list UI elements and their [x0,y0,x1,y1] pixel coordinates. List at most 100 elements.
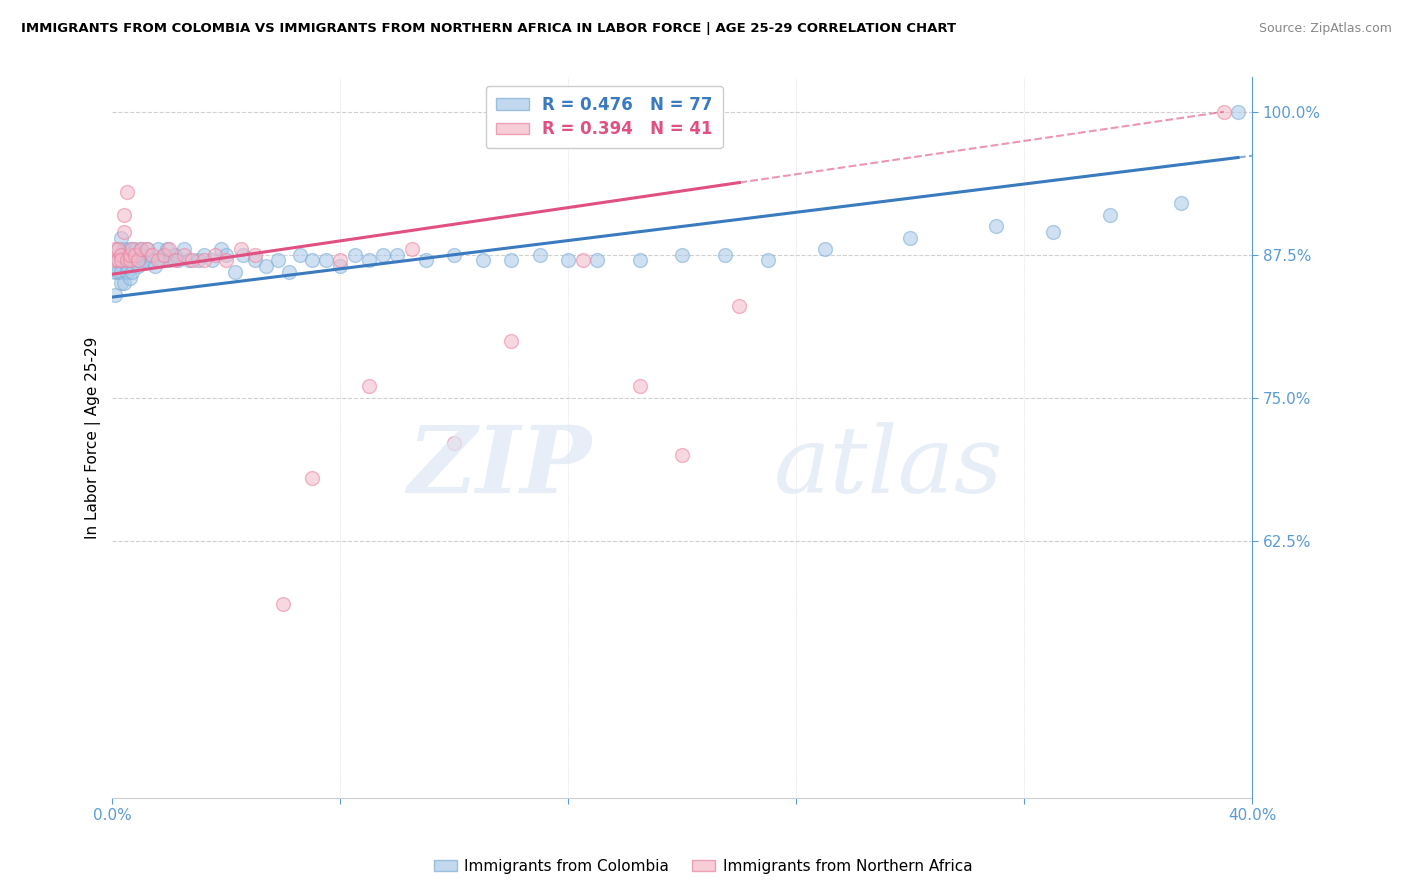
Point [124,242,146,256]
Point [443,436,465,450]
Point [165,253,187,268]
Point [118,248,141,262]
Point [110,230,132,244]
Point [135,242,157,256]
Point [215,253,238,268]
Point [181,253,204,268]
Point [215,248,238,262]
Point [165,248,187,262]
Point [104,287,127,301]
Point [586,253,609,268]
Point [110,248,132,262]
Point [1227,104,1250,119]
Point [232,248,254,262]
Y-axis label: In Labor Force | Age 25-29: In Labor Force | Age 25-29 [86,336,101,539]
Point [756,253,779,268]
Point [112,225,135,239]
Point [301,471,323,485]
Point [193,253,215,268]
Point [115,265,138,279]
Point [1212,104,1234,119]
Point [141,253,163,268]
Point [115,185,138,199]
Point [671,448,693,462]
Text: atlas: atlas [773,422,1002,512]
Point [124,248,146,262]
Point [290,248,312,262]
Point [301,253,323,268]
Point [387,248,409,262]
Legend: R = 0.476   N = 77, R = 0.394   N = 41: R = 0.476 N = 77, R = 0.394 N = 41 [485,86,723,148]
Point [124,248,146,262]
Point [1170,196,1192,211]
Point [173,248,195,262]
Point [187,253,209,268]
Point [167,253,190,268]
Point [127,253,149,268]
Point [243,253,266,268]
Point [112,208,135,222]
Point [115,259,138,273]
Point [129,248,152,262]
Point [193,248,215,262]
Point [329,259,352,273]
Point [110,248,132,262]
Point [112,277,135,291]
Point [204,248,226,262]
Point [224,265,246,279]
Point [110,265,132,279]
Point [443,248,465,262]
Point [132,253,155,268]
Point [501,334,523,348]
Point [121,242,143,256]
Point [157,253,180,268]
Point [471,253,494,268]
Point [329,253,352,268]
Point [141,248,163,262]
Point [104,253,127,268]
Point [112,242,135,256]
Point [146,242,169,256]
Point [152,248,174,262]
Point [571,253,593,268]
Point [115,253,138,268]
Point [209,242,232,256]
Point [898,230,921,244]
Text: IMMIGRANTS FROM COLOMBIA VS IMMIGRANTS FROM NORTHERN AFRICA IN LABOR FORCE | AGE: IMMIGRANTS FROM COLOMBIA VS IMMIGRANTS F… [21,22,956,36]
Point [671,248,693,262]
Point [628,379,651,393]
Point [129,242,152,256]
Point [984,219,1007,234]
Point [115,253,138,268]
Point [107,253,129,268]
Point [814,242,837,256]
Point [110,253,132,268]
Point [121,265,143,279]
Point [273,597,295,611]
Point [107,253,129,268]
Point [127,259,149,273]
Point [112,253,135,268]
Point [728,299,751,313]
Point [155,242,177,256]
Point [129,242,152,256]
Point [557,253,579,268]
Point [278,265,301,279]
Point [149,253,172,268]
Point [107,242,129,256]
Text: ZIP: ZIP [406,422,591,512]
Point [1042,225,1064,239]
Point [143,259,166,273]
Point [107,242,129,256]
Point [1098,208,1121,222]
Point [254,259,277,273]
Point [104,265,127,279]
Point [138,248,160,262]
Point [157,242,180,256]
Point [714,248,737,262]
Point [243,248,266,262]
Point [110,277,132,291]
Legend: Immigrants from Colombia, Immigrants from Northern Africa: Immigrants from Colombia, Immigrants fro… [427,853,979,880]
Point [152,248,174,262]
Point [501,253,523,268]
